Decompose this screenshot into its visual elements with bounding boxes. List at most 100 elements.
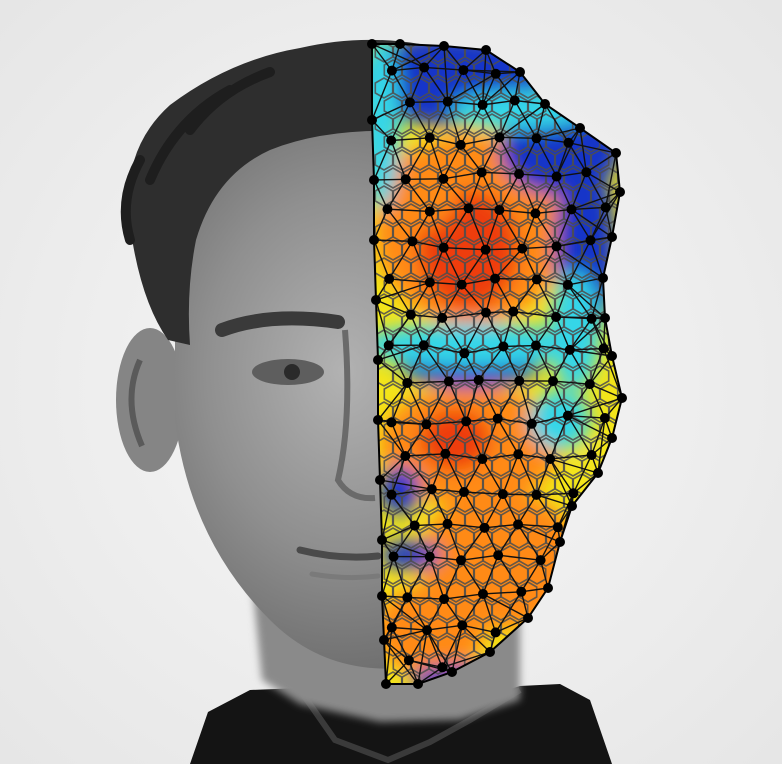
mesh-node — [367, 39, 377, 49]
mesh-edge — [534, 176, 558, 214]
mesh-edge — [443, 45, 464, 71]
mesh-edge — [478, 379, 520, 382]
mesh-edge — [372, 44, 425, 69]
mesh-edge — [604, 152, 617, 208]
mesh-node — [585, 235, 596, 246]
mesh-node — [540, 99, 550, 109]
mesh-edge — [391, 626, 428, 631]
mesh-edge — [514, 99, 546, 105]
mesh-edge — [604, 207, 613, 238]
mesh-node — [551, 171, 562, 182]
mesh-node — [424, 206, 435, 217]
mesh-edge — [372, 44, 393, 72]
mesh-node — [516, 586, 527, 597]
mesh-edge — [502, 346, 520, 382]
mesh-edge — [460, 104, 484, 146]
mesh-edge — [461, 284, 487, 314]
mesh-edge — [518, 173, 537, 214]
mesh-edge — [535, 458, 551, 496]
mesh-node — [599, 413, 610, 424]
mesh-edge — [571, 191, 621, 211]
mesh-edge — [482, 99, 515, 106]
mesh-edge — [405, 137, 431, 180]
mesh-edge — [443, 593, 484, 600]
mesh-edge — [466, 417, 498, 423]
mesh-edge — [393, 525, 416, 557]
mesh-edge — [556, 171, 587, 178]
mesh-edge — [497, 380, 520, 419]
mesh-node — [456, 555, 467, 566]
mesh-node — [424, 132, 435, 143]
mesh-edge — [552, 380, 590, 385]
mesh-node — [461, 416, 472, 427]
mesh-edge — [482, 453, 519, 460]
mesh-edge — [534, 213, 558, 247]
mesh-edge — [481, 104, 501, 138]
mesh-edge — [602, 317, 606, 349]
mesh-edge — [567, 284, 593, 320]
mesh-edge — [539, 526, 559, 561]
mesh-edge — [460, 559, 484, 595]
mesh-edge — [518, 345, 537, 382]
mesh-edge — [404, 455, 433, 490]
mesh-edge — [572, 454, 593, 494]
mesh-edge — [497, 554, 522, 593]
mesh-node — [442, 96, 453, 107]
mesh-edge — [482, 591, 522, 595]
mesh-edge — [443, 171, 482, 180]
mesh-edge — [517, 494, 538, 525]
mesh-edge — [409, 102, 431, 139]
mesh-edge — [451, 625, 463, 673]
mesh-edge — [462, 624, 496, 634]
mesh-node — [508, 306, 519, 317]
mesh-edge — [410, 314, 425, 346]
mesh-edge — [373, 178, 406, 181]
mesh-node — [480, 244, 491, 255]
mesh-node — [530, 208, 541, 219]
mesh-node — [513, 519, 524, 530]
mesh-edge — [518, 453, 551, 460]
mesh-edge — [568, 142, 617, 154]
nose — [334, 329, 376, 502]
mesh-edge — [499, 136, 537, 140]
mesh-edge — [388, 240, 414, 280]
mesh-edge — [589, 355, 613, 385]
mesh-edge — [379, 479, 416, 526]
mesh-edge — [443, 598, 463, 626]
mesh-edge — [481, 137, 501, 173]
mesh-edge — [391, 70, 411, 103]
hair-strands — [120, 67, 275, 245]
mesh-node — [543, 583, 553, 593]
mesh-edge — [377, 419, 427, 426]
mesh-edge — [424, 66, 464, 71]
mesh-node — [379, 635, 389, 645]
mesh-edge — [381, 539, 430, 558]
mesh-edge — [406, 344, 425, 384]
mesh-edge — [460, 144, 483, 173]
mesh-edge — [514, 100, 538, 139]
mesh-edge — [373, 239, 413, 243]
voronoi-cell — [590, 221, 610, 243]
mesh-edge — [391, 45, 445, 72]
mesh-node — [497, 489, 508, 500]
mesh-edge — [373, 140, 392, 181]
mesh-edge — [481, 49, 487, 105]
mesh-edge — [467, 207, 487, 250]
mesh-node — [531, 274, 542, 285]
mesh-edge — [518, 380, 533, 425]
mesh-edge — [536, 494, 573, 507]
mesh-edge — [448, 381, 467, 422]
mesh-edge — [518, 173, 557, 178]
mesh-node — [369, 235, 379, 245]
mesh-node — [377, 591, 387, 601]
mesh-edge — [429, 137, 445, 180]
mesh-edge — [373, 208, 389, 241]
mesh-edge — [569, 347, 604, 351]
mesh-edge — [386, 178, 407, 210]
heatmap-overlay — [372, 44, 622, 684]
mesh-edge — [442, 651, 491, 668]
mesh-node — [490, 68, 501, 79]
mesh-edge — [391, 66, 425, 72]
mesh-node — [409, 520, 420, 531]
